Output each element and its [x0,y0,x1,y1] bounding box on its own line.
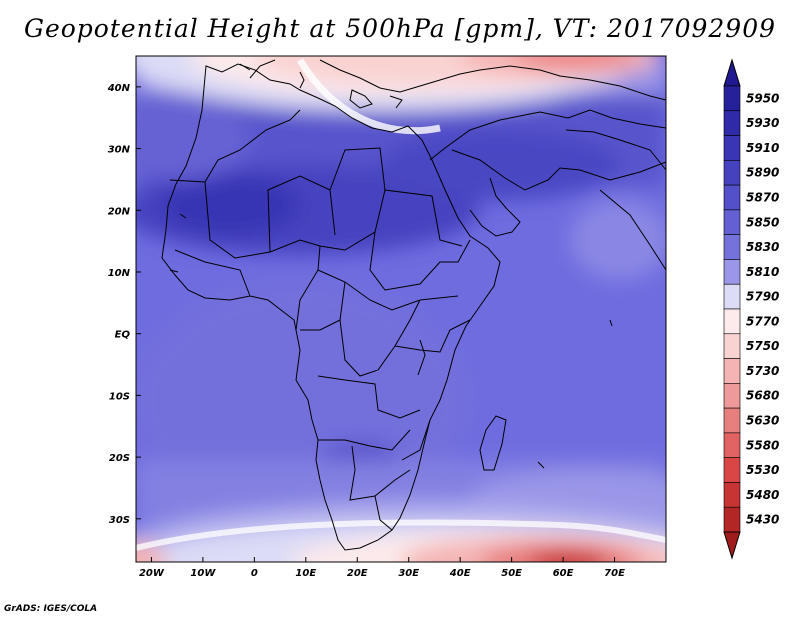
country-borders [161,59,666,551]
colorbar-label: 5850 [746,215,779,229]
x-tick-label: 10E [295,568,316,579]
colorbar-top-arrow [723,58,741,87]
colorbar-label: 5680 [746,389,779,403]
y-tick-label: 10S [109,391,130,402]
colorbar-swatch [723,135,741,161]
x-tick-label: 20E [347,568,368,579]
x-tick-label: 0 [251,568,258,579]
colorbar-label: 5870 [746,191,779,205]
x-tick-label: 10W [190,568,216,579]
colorbar-label: 5890 [746,166,779,180]
y-tick-label: 40N [107,83,131,94]
x-tick-label: 30E [398,568,419,579]
y-tick-label: 30N [108,145,131,156]
colorbar-label: 5910 [746,141,779,155]
colorbar-label: 5950 [746,91,779,105]
y-tick-label: 20S [109,453,130,464]
colorbar-label: 5530 [746,463,779,477]
colorbar-swatch [723,383,741,409]
colorbar-label: 5480 [746,488,779,502]
colorbar-swatch [723,259,741,285]
colorbar-swatch [723,482,741,508]
colorbar-label: 5630 [746,414,779,428]
colorbar-swatch [723,358,741,384]
colorbar-swatch [723,308,741,335]
map-title: Geopotential Height at 500hPa [gpm], VT:… [23,14,777,43]
colorbar-bottom-arrow [723,531,741,560]
colorbar-swatch [723,283,741,310]
y-axis: 40N 30N 20N 10N EQ 10S 20S 30S [107,83,141,526]
colorbar-swatch [723,209,741,235]
colorbar-label: 5730 [746,364,779,378]
x-tick-label: 70E [604,568,625,579]
x-tick-label: 40E [449,568,471,579]
colorbar-label: 5580 [746,438,779,452]
colorbar-swatch [723,110,741,136]
colorbar-swatch [723,407,741,434]
colorbar-swatch [723,432,741,458]
x-tick-label: 20W [139,568,165,579]
colorbar-swatch [723,160,741,186]
colorbar-label: 5790 [746,290,779,304]
colorbar-swatch [723,333,741,359]
colorbar-swatch [723,506,741,533]
height-field [136,56,666,562]
y-tick-label: 10N [108,268,131,279]
colorbar-label: 5810 [746,265,779,279]
colorbar-swatch [723,85,741,112]
colorbar-label: 5430 [746,513,779,527]
x-tick-label: 50E [501,568,522,579]
colorbar-swatch [723,184,741,211]
grads-credit: GrADS: IGES/COLA [4,604,98,614]
colorbar-label: 5930 [746,116,779,130]
colorbar: 5950 5930 5910 5890 5870 5850 5830 5810 5790 5770… [723,58,779,560]
colorbar-swatch [723,234,741,260]
y-tick-label: 20N [108,206,131,217]
x-axis: 20W 10W 0 10E 20E 30E 40E 50E 60E 70E [139,557,625,579]
colorbar-label: 5770 [746,314,779,328]
x-tick-label: 60E [553,568,574,579]
y-tick-label: EQ [115,330,131,341]
y-tick-label: 30S [109,515,130,526]
plot-frame [135,55,667,563]
colorbar-label: 5830 [746,240,779,254]
colorbar-label: 5750 [746,339,779,353]
colorbar-swatch [723,457,741,483]
